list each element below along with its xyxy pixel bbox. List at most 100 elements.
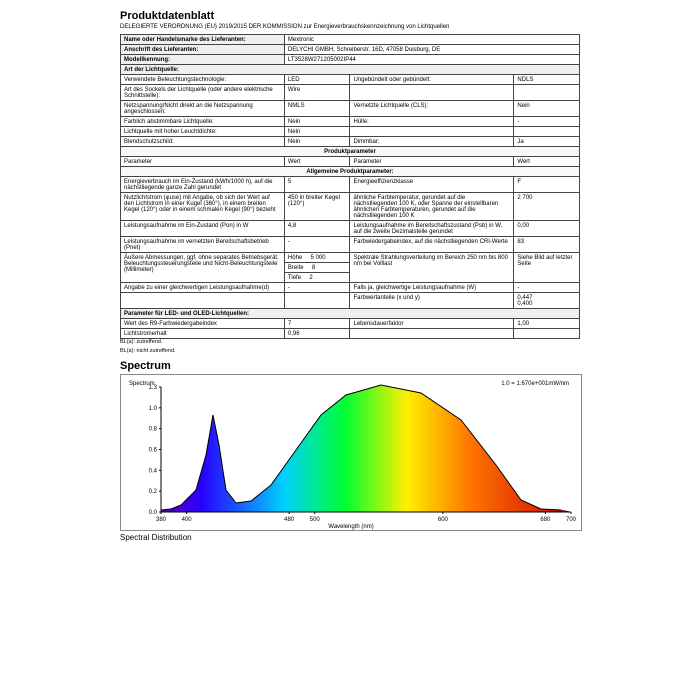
cell: Netzspannung/Nicht direkt an die Netzspa… [121,101,285,117]
cell: 0,447 0,400 [514,293,580,309]
cell: 0,00 [514,221,580,237]
datasheet-table: Name oder Handelsmarke des Lieferanten:M… [120,34,580,339]
cell: Ja [514,137,580,147]
cell: NDLS [514,75,580,85]
cell: 1,00 [514,319,580,329]
cell: Hülle: [350,117,514,127]
svg-text:400: 400 [182,517,193,523]
svg-text:0.0: 0.0 [149,510,158,516]
cell: 83 [514,237,580,253]
svg-text:Spectrum: Spectrum [129,381,155,387]
cell [284,293,350,309]
cell: - [514,283,580,293]
model-label: Modellkennung: [121,55,285,65]
spectrum-title: Spectrum [120,360,580,372]
cell: Dimmbar: [350,137,514,147]
cell: 8 [312,265,315,271]
supplier-value: Mextronic [284,35,579,45]
cell [350,127,514,137]
note-b: BL(a): nicht zutreffend. [120,348,580,354]
cell: 7 [284,319,350,329]
cell: 0,96 [284,329,350,339]
svg-text:Wavelength (nm): Wavelength (nm) [328,524,373,530]
cell: Leistungsaufnahme im vernetzten Bereitsc… [121,237,285,253]
cell: Wire [284,85,350,101]
spectrum-svg: 0.00.20.40.60.81.01.33804004805006006807… [121,375,581,530]
cell: Äußere Abmessungen, ggf. ohne separates … [121,253,285,283]
note-a: BL(a): zutreffend. [120,339,580,345]
svg-text:0.4: 0.4 [149,468,158,474]
svg-text:1.0 = 1.670e+001mW/nm: 1.0 = 1.670e+001mW/nm [501,381,569,387]
cell: NMLS [284,101,350,117]
cell: Nutzlichtstrom (φuse) mit Angabe, ob sic… [121,193,285,221]
cell: 5 [284,177,350,193]
cell: Nein [284,127,350,137]
cell: Verwendete Beleuchtungstechnologie: [121,75,285,85]
cell [121,293,285,309]
cell: Wert des R9-Farbwiedergabeindex [121,319,285,329]
address-label: Anschrift des Lieferanten: [121,45,285,55]
cell: Farbwertanteile (x und y) [350,293,514,309]
cell: Parameter [121,157,285,167]
prod-header: Produktparameter [121,147,580,157]
supplier-label: Name oder Handelsmarke des Lieferanten: [121,35,285,45]
cell: Blendschutzschild: [121,137,285,147]
cell: Wert [284,157,350,167]
cell: Energieeffizienzklasse [350,177,514,193]
cell: Falls ja, gleichwertige Leistungsaufnahm… [350,283,514,293]
cell: Angabe zu einer gleichwertigen Leistungs… [121,283,285,293]
spectrum-caption: Spectral Distribution [120,533,580,542]
cell: Breite [288,265,304,271]
svg-text:380: 380 [156,517,167,523]
cell: 2 700 [514,193,580,221]
cell: Lebensdauerfaktor [350,319,514,329]
cell [514,127,580,137]
cell: - [514,117,580,127]
cell: 2 [309,275,312,281]
cell: Leistungsaufnahme im Bereitschaftszustan… [350,221,514,237]
svg-text:500: 500 [310,517,321,523]
cell: Nein [514,101,580,117]
svg-text:0.8: 0.8 [149,427,158,433]
allg-header: Allgemeine Produktparameter: [121,167,580,177]
cell [350,85,514,101]
cell: 450 in breiter Kegel (120°) [284,193,350,221]
cell: Lichtstromerhalt [121,329,285,339]
svg-text:600: 600 [438,517,449,523]
cell: F [514,177,580,193]
cell: Nein [284,137,350,147]
svg-text:480: 480 [284,517,295,523]
cell: Wert [514,157,580,167]
cell: Spektrale Strahlungsverteilung im Bereic… [350,253,514,283]
cell: LED [284,75,350,85]
cell: Ungebündelt oder gebündelt: [350,75,514,85]
subtitle: DELEGIERTE VERORDNUNG (EU) 2019/2015 DER… [120,24,580,30]
cell: - [284,283,350,293]
svg-text:680: 680 [540,517,551,523]
cell: Art des Sockels der Lichtquelle (oder an… [121,85,285,101]
cell: Tiefe [288,275,301,281]
cell [514,329,580,339]
cell: Vernetzte Lichtquelle (CLS): [350,101,514,117]
cell: Leistungsaufnahme im Ein-Zustand (Pon) i… [121,221,285,237]
spectrum-chart: 0.00.20.40.60.81.01.33804004805006006807… [120,374,582,531]
cell: Nein [284,117,350,127]
svg-text:0.2: 0.2 [149,489,158,495]
cell: 4,8 [284,221,350,237]
cell: - [284,237,350,253]
page-title: Produktdatenblatt [120,10,580,22]
cell: Parameter [350,157,514,167]
model-value: LT3528W271205002IP44 [284,55,579,65]
cell: Farbwiedergabeindex, auf die nächstliege… [350,237,514,253]
lighttype-header: Art der Lichtquelle: [121,65,580,75]
cell: Siehe Bild auf letzter Seite [514,253,580,283]
cell: Lichtquelle mit hoher Leuchtdichte: [121,127,285,137]
svg-text:0.6: 0.6 [149,448,158,454]
cell [514,85,580,101]
address-value: DELYCHI GMBH, Schreiberstr. 16D, 47058 D… [284,45,579,55]
cell: Höhe [288,255,302,261]
svg-text:700: 700 [566,517,577,523]
led-header: Parameter für LED- und OLED-Lichtquellen… [121,309,580,319]
svg-text:1.0: 1.0 [149,406,158,412]
cell: Energieverbrauch im Ein-Zustand (kWh/100… [121,177,285,193]
